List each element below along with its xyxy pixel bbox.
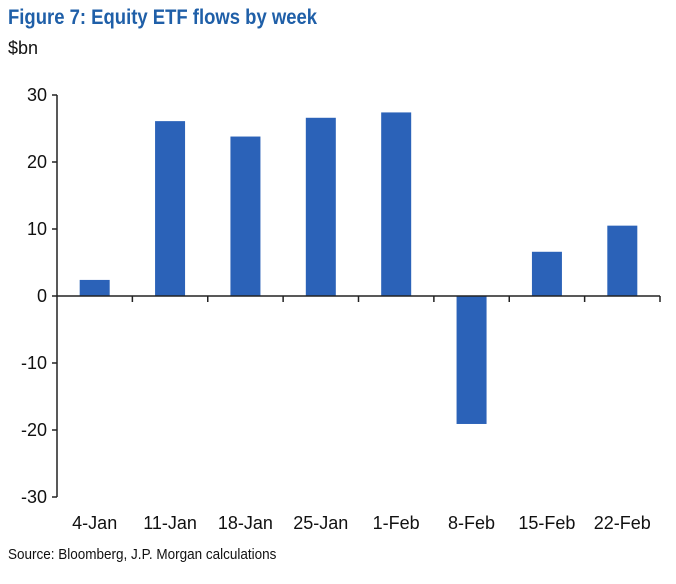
bar-15-Feb [531, 251, 562, 296]
bar-18-Jan [230, 136, 261, 296]
x-tick-label: 11-Jan [143, 513, 197, 533]
y-tick-label: -20 [21, 420, 47, 440]
x-tick-label: 8-Feb [448, 513, 495, 533]
bar-22-Feb [607, 225, 638, 296]
y-tick-label: 0 [37, 286, 47, 306]
y-tick-label: -30 [21, 487, 47, 507]
x-tick-label: 4-Jan [72, 513, 117, 533]
y-axis-unit-label: $bn [8, 38, 39, 58]
y-tick-label: 20 [27, 152, 47, 172]
bar-8-Feb [456, 296, 487, 424]
y-tick-label: 30 [27, 85, 47, 105]
chart-title: Figure 7: Equity ETF flows by week [8, 6, 318, 29]
bar-25-Jan [305, 117, 336, 296]
bar-4-Jan [79, 279, 110, 296]
bar-1-Feb [381, 112, 412, 296]
x-tick-label: 15-Feb [518, 513, 575, 533]
source-note: Source: Bloomberg, J.P. Morgan calculati… [8, 546, 277, 563]
x-tick-label: 25-Jan [293, 513, 348, 533]
x-tick-label: 18-Jan [218, 513, 273, 533]
x-tick-label: 22-Feb [594, 513, 651, 533]
y-tick-label: -10 [21, 353, 47, 373]
y-tick-label: 10 [27, 219, 47, 239]
bar-11-Jan [155, 121, 186, 296]
x-tick-label: 1-Feb [373, 513, 420, 533]
